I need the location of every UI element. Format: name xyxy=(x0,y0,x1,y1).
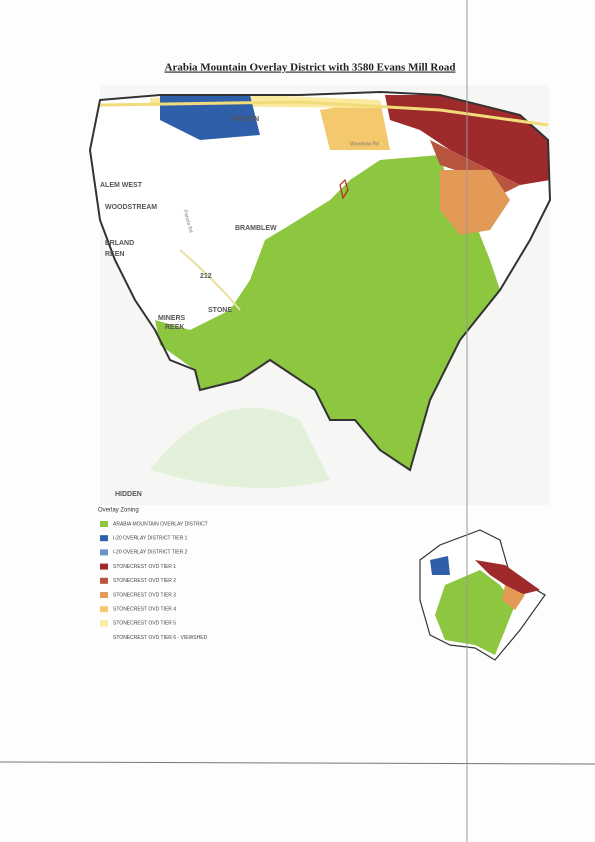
interstate xyxy=(99,100,549,127)
legend-label: STONECREST OVD TIER 3 xyxy=(113,592,176,598)
i20-tier1-area xyxy=(160,95,260,140)
map: INGTON ALEM WEST WOODSTREAM BRAMBLEW ERL… xyxy=(88,85,552,505)
legend-label: ARABIA MOUNTAIN OVERLAY DISTRICT xyxy=(113,521,208,527)
legend-swatch xyxy=(100,577,108,584)
tier4-area xyxy=(320,100,390,150)
map-label: ALEM WEST xyxy=(100,182,143,189)
road xyxy=(179,249,241,311)
legend-swatch xyxy=(100,606,108,613)
scan-line xyxy=(0,761,595,765)
legend-label: STONECREST OVD TIER 6 - VIEWSHED xyxy=(113,635,208,641)
inset-map xyxy=(419,529,546,661)
legend-label: STONECREST OVD TIER 5 xyxy=(113,621,176,627)
legend-title: Overlay Zoning xyxy=(98,508,139,514)
map-label: BRAMBLEW xyxy=(235,225,277,232)
legend-swatch xyxy=(100,620,108,627)
legend-swatch xyxy=(100,634,108,641)
road-label: Panola Rd xyxy=(182,209,194,233)
inset-i20 xyxy=(430,556,450,575)
road-label: Woodrow Rd xyxy=(350,141,379,147)
legend: Overlay Zoning ARABIA MOUNTAIN OVERLAY D… xyxy=(98,508,208,641)
park-area xyxy=(150,407,330,488)
inset-arabia xyxy=(435,570,515,655)
legend-label: I-20 OVERLAY DISTRICT TIER 1 xyxy=(113,536,188,542)
title: Arabia Mountain Overlay District with 35… xyxy=(165,62,456,74)
legend-swatch xyxy=(100,535,108,542)
legend-swatch xyxy=(100,563,108,570)
district-boundary xyxy=(88,90,552,472)
legend-label: STONECREST OVD TIER 1 xyxy=(113,564,176,570)
map-label: INGTON xyxy=(232,116,259,123)
tier3-area xyxy=(440,170,510,235)
inset-tier1 xyxy=(475,560,540,595)
inset-tier3 xyxy=(502,585,525,610)
map-label: MINERS xyxy=(158,315,186,322)
legend-swatch xyxy=(100,549,108,556)
map-label: ERLAND xyxy=(105,240,134,247)
arabia-overlay xyxy=(155,155,500,470)
map-label: REEN xyxy=(105,251,124,258)
map-label: REEK xyxy=(165,324,184,331)
map-label: STONE xyxy=(208,307,232,314)
map-label: HIDDEN xyxy=(115,491,142,498)
legend-label: STONECREST OVD TIER 4 xyxy=(113,607,176,613)
legend-label: I-20 OVERLAY DISTRICT TIER 2 xyxy=(113,550,188,556)
legend-swatch xyxy=(100,521,108,527)
site-outline xyxy=(339,178,349,200)
map-label: 212 xyxy=(200,273,212,280)
legend-swatch xyxy=(100,592,108,598)
legend-label: STONECREST OVD TIER 2 xyxy=(113,578,176,584)
map-label: WOODSTREAM xyxy=(105,204,157,211)
